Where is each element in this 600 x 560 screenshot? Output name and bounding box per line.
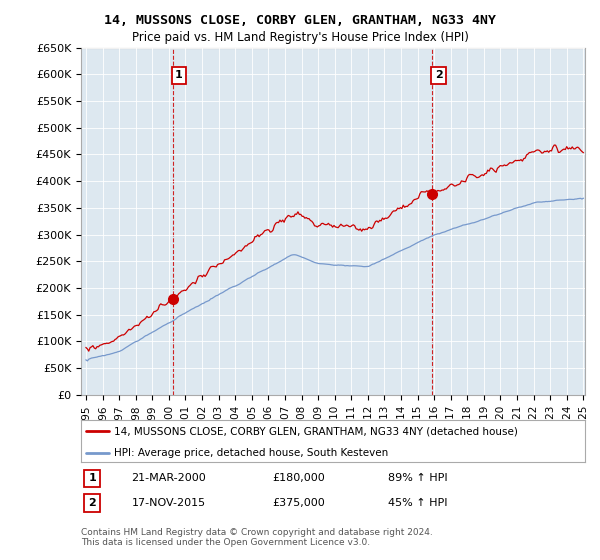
Text: 2: 2 <box>88 498 96 508</box>
Text: 1: 1 <box>88 473 96 483</box>
Text: 2: 2 <box>434 71 442 81</box>
Text: 14, MUSSONS CLOSE, CORBY GLEN, GRANTHAM, NG33 4NY: 14, MUSSONS CLOSE, CORBY GLEN, GRANTHAM,… <box>104 14 496 27</box>
Text: £375,000: £375,000 <box>272 498 325 508</box>
Text: HPI: Average price, detached house, South Kesteven: HPI: Average price, detached house, Sout… <box>114 448 388 458</box>
Text: 21-MAR-2000: 21-MAR-2000 <box>131 473 206 483</box>
Text: 1: 1 <box>175 71 183 81</box>
Text: £180,000: £180,000 <box>272 473 325 483</box>
Text: Price paid vs. HM Land Registry's House Price Index (HPI): Price paid vs. HM Land Registry's House … <box>131 31 469 44</box>
Text: 14, MUSSONS CLOSE, CORBY GLEN, GRANTHAM, NG33 4NY (detached house): 14, MUSSONS CLOSE, CORBY GLEN, GRANTHAM,… <box>114 426 518 436</box>
Text: Contains HM Land Registry data © Crown copyright and database right 2024.
This d: Contains HM Land Registry data © Crown c… <box>81 528 433 547</box>
Text: 45% ↑ HPI: 45% ↑ HPI <box>388 498 448 508</box>
Text: 89% ↑ HPI: 89% ↑ HPI <box>388 473 448 483</box>
Text: 17-NOV-2015: 17-NOV-2015 <box>131 498 206 508</box>
